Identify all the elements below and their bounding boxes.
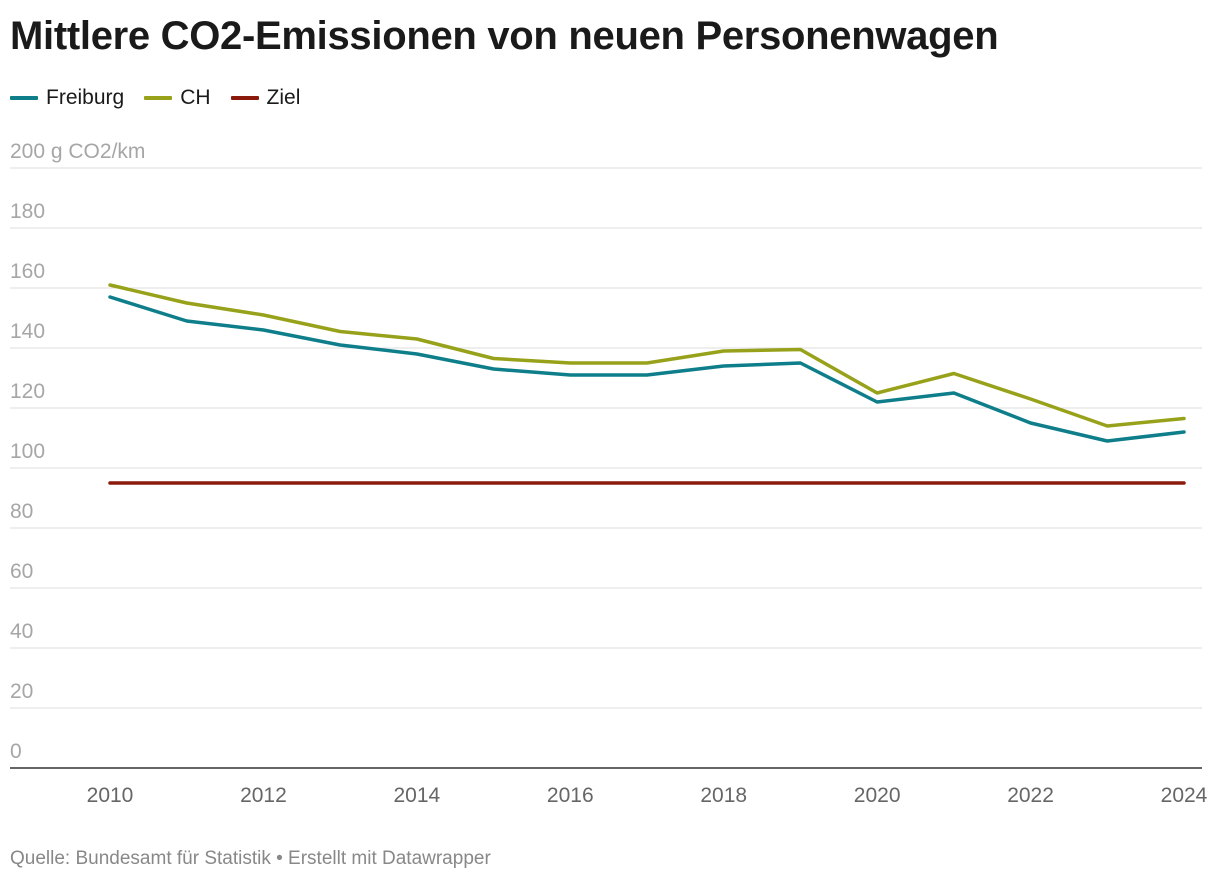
legend-label-ch: CH — [180, 86, 211, 109]
legend-item-ch: CH — [144, 84, 211, 112]
x-axis-ticks: 2010 2012 2014 2016 2018 2020 2022 2024 — [87, 784, 1208, 807]
y-tick-label-80: 80 — [10, 500, 33, 523]
y-tick-label-20: 20 — [10, 680, 33, 703]
legend-item-freiburg: Freiburg — [10, 84, 124, 112]
series-line-freiburg — [108, 295, 1186, 443]
y-tick-label-100: 100 — [10, 440, 45, 463]
legend-swatch-ch — [144, 96, 173, 100]
y-axis-ticks: 0 20 40 60 80 100 120 140 160 180 200 g CO2/km — [10, 140, 145, 763]
x-tick-label-2012: 2012 — [240, 784, 287, 807]
x-tick-label-2022: 2022 — [1007, 784, 1054, 807]
legend-swatch-freiburg — [10, 96, 38, 100]
legend-item-ziel: Ziel — [230, 84, 301, 112]
x-tick-label-2014: 2014 — [393, 784, 440, 807]
x-tick-label-2024: 2024 — [1161, 784, 1208, 807]
x-tick-label-2018: 2018 — [700, 784, 747, 807]
series-lines — [108, 283, 1186, 485]
legend-label-freiburg: Freiburg — [46, 86, 125, 109]
y-tick-label-0: 0 — [10, 740, 22, 763]
y-tick-label-60: 60 — [10, 560, 33, 583]
y-tick-label-40: 40 — [10, 620, 33, 643]
x-tick-label-2010: 2010 — [87, 784, 134, 807]
y-tick-label-200: 200 g CO2/km — [10, 140, 145, 163]
legend: Freiburg CH Ziel — [10, 84, 320, 112]
y-tick-label-180: 180 — [10, 200, 45, 223]
y-tick-label-140: 140 — [10, 320, 45, 343]
y-tick-label-160: 160 — [10, 260, 45, 283]
y-tick-label-120: 120 — [10, 380, 45, 403]
legend-swatch-ziel — [230, 96, 259, 100]
chart-title: Mittlere CO2-Emissionen von neuen Person… — [10, 14, 999, 58]
source-note: Quelle: Bundesamt für Statistik • Erstel… — [10, 848, 491, 869]
gridlines — [10, 167, 1202, 709]
legend-label-ziel: Ziel — [266, 86, 301, 109]
series-line-ch — [108, 283, 1186, 428]
x-tick-label-2016: 2016 — [547, 784, 594, 807]
x-tick-label-2020: 2020 — [854, 784, 901, 807]
